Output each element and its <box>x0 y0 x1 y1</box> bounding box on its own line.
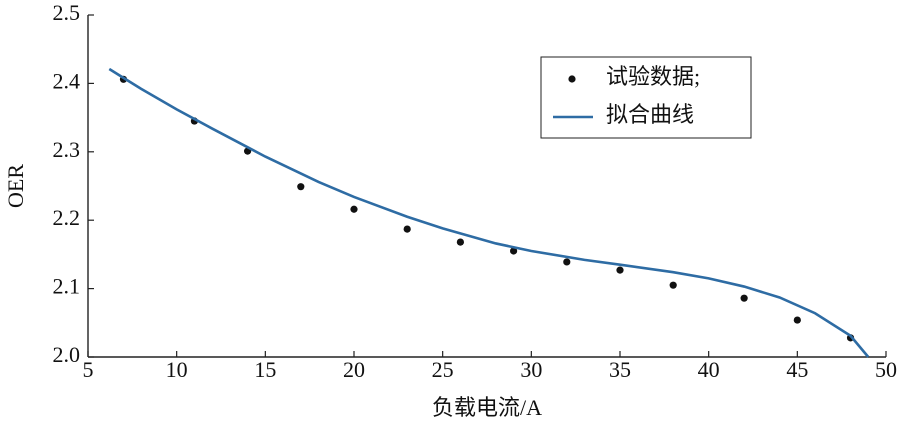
data-point <box>793 316 801 324</box>
data-point <box>456 238 464 246</box>
x-axis-label: 负载电流/A <box>432 395 542 420</box>
data-point <box>403 225 411 233</box>
data-point <box>616 266 624 274</box>
y-tick-label: 2.4 <box>53 68 81 93</box>
legend-marker <box>568 75 576 83</box>
legend-label: 拟合曲线 <box>606 102 694 127</box>
x-tick-label: 40 <box>698 357 720 382</box>
data-point <box>563 258 571 266</box>
data-point <box>350 205 358 213</box>
data-point <box>297 183 305 191</box>
data-point <box>509 247 518 255</box>
fit-line <box>108 67 870 358</box>
legend-label: 试验数据; <box>606 64 700 89</box>
data-point <box>669 281 677 289</box>
x-tick-label: 45 <box>786 357 808 382</box>
x-tick-label: 50 <box>875 357 897 382</box>
y-tick-label: 2.0 <box>53 342 81 367</box>
x-tick-label: 10 <box>166 357 188 382</box>
x-tick-label: 20 <box>343 357 365 382</box>
x-tick-label: 35 <box>609 357 631 382</box>
y-tick-label: 2.3 <box>53 137 81 162</box>
x-tick-label: 5 <box>83 357 94 382</box>
x-tick-label: 15 <box>254 357 276 382</box>
x-tick-label: 25 <box>432 357 454 382</box>
y-tick-label: 2.2 <box>53 205 81 230</box>
y-tick-label: 2.5 <box>53 0 81 25</box>
y-tick-label: 2.1 <box>53 274 81 299</box>
data-point <box>740 294 748 302</box>
y-axis-label: OER <box>3 164 28 208</box>
legend-box <box>540 56 752 139</box>
x-tick-label: 30 <box>520 357 542 382</box>
